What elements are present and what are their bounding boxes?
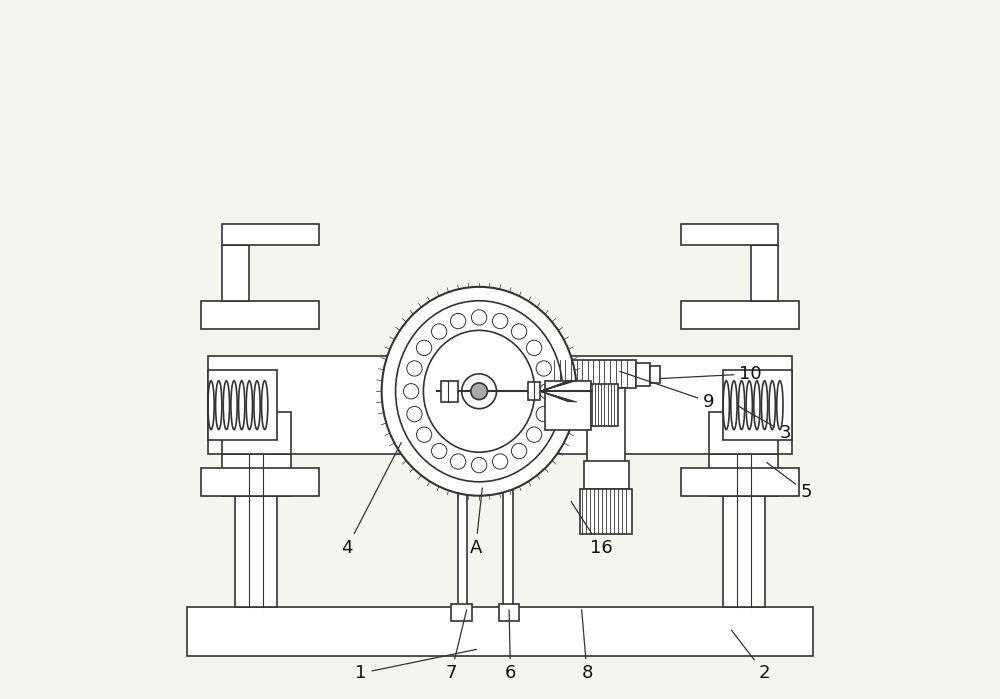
Bar xyxy=(681,224,778,245)
Circle shape xyxy=(471,310,487,325)
Circle shape xyxy=(526,427,542,442)
Bar xyxy=(201,301,319,329)
Bar xyxy=(499,604,519,621)
Bar xyxy=(201,468,319,496)
Ellipse shape xyxy=(396,301,563,482)
Text: 2: 2 xyxy=(731,630,770,682)
Text: A: A xyxy=(469,488,482,557)
Bar xyxy=(723,454,765,607)
Bar xyxy=(636,363,650,386)
Text: 9: 9 xyxy=(620,371,715,411)
Circle shape xyxy=(526,340,542,356)
Ellipse shape xyxy=(423,331,535,452)
Bar xyxy=(584,461,629,489)
Bar xyxy=(451,604,472,621)
Circle shape xyxy=(539,384,555,399)
Bar xyxy=(650,366,660,383)
Bar xyxy=(587,388,625,468)
Text: 8: 8 xyxy=(581,610,593,682)
Circle shape xyxy=(492,313,508,329)
Circle shape xyxy=(403,384,419,399)
Bar xyxy=(208,370,277,440)
Circle shape xyxy=(416,340,432,356)
Bar xyxy=(545,381,591,430)
Circle shape xyxy=(407,361,422,376)
Text: 4: 4 xyxy=(341,442,401,557)
Bar xyxy=(235,454,277,607)
Circle shape xyxy=(511,443,527,459)
Text: 7: 7 xyxy=(446,610,467,682)
Circle shape xyxy=(462,374,497,409)
Bar xyxy=(552,360,636,388)
Circle shape xyxy=(471,383,487,400)
Text: 1: 1 xyxy=(355,649,476,682)
Bar xyxy=(503,384,513,607)
Circle shape xyxy=(471,457,487,473)
Bar xyxy=(222,245,249,301)
Bar xyxy=(222,454,291,496)
Text: 5: 5 xyxy=(767,463,812,501)
Bar xyxy=(222,224,319,245)
Ellipse shape xyxy=(382,287,577,496)
Bar xyxy=(187,607,813,656)
Circle shape xyxy=(536,361,551,376)
Text: 16: 16 xyxy=(571,501,612,557)
Circle shape xyxy=(450,454,466,469)
Text: 10: 10 xyxy=(659,365,762,383)
Circle shape xyxy=(416,427,432,442)
Bar xyxy=(709,412,778,454)
Text: 6: 6 xyxy=(505,610,516,682)
Bar xyxy=(222,412,291,454)
Circle shape xyxy=(450,313,466,329)
Bar xyxy=(458,384,467,607)
Bar xyxy=(528,382,540,401)
Bar xyxy=(580,489,632,534)
Bar xyxy=(591,384,618,426)
Bar xyxy=(709,454,778,496)
Bar xyxy=(441,381,458,402)
Circle shape xyxy=(407,406,422,421)
Circle shape xyxy=(536,406,551,421)
Text: 3: 3 xyxy=(739,407,791,442)
Circle shape xyxy=(431,443,447,459)
Circle shape xyxy=(431,324,447,339)
Bar xyxy=(723,370,792,440)
Circle shape xyxy=(511,324,527,339)
Bar xyxy=(681,468,799,496)
Circle shape xyxy=(492,454,508,469)
Bar xyxy=(751,245,778,301)
Bar xyxy=(681,301,799,329)
Bar xyxy=(208,356,792,454)
